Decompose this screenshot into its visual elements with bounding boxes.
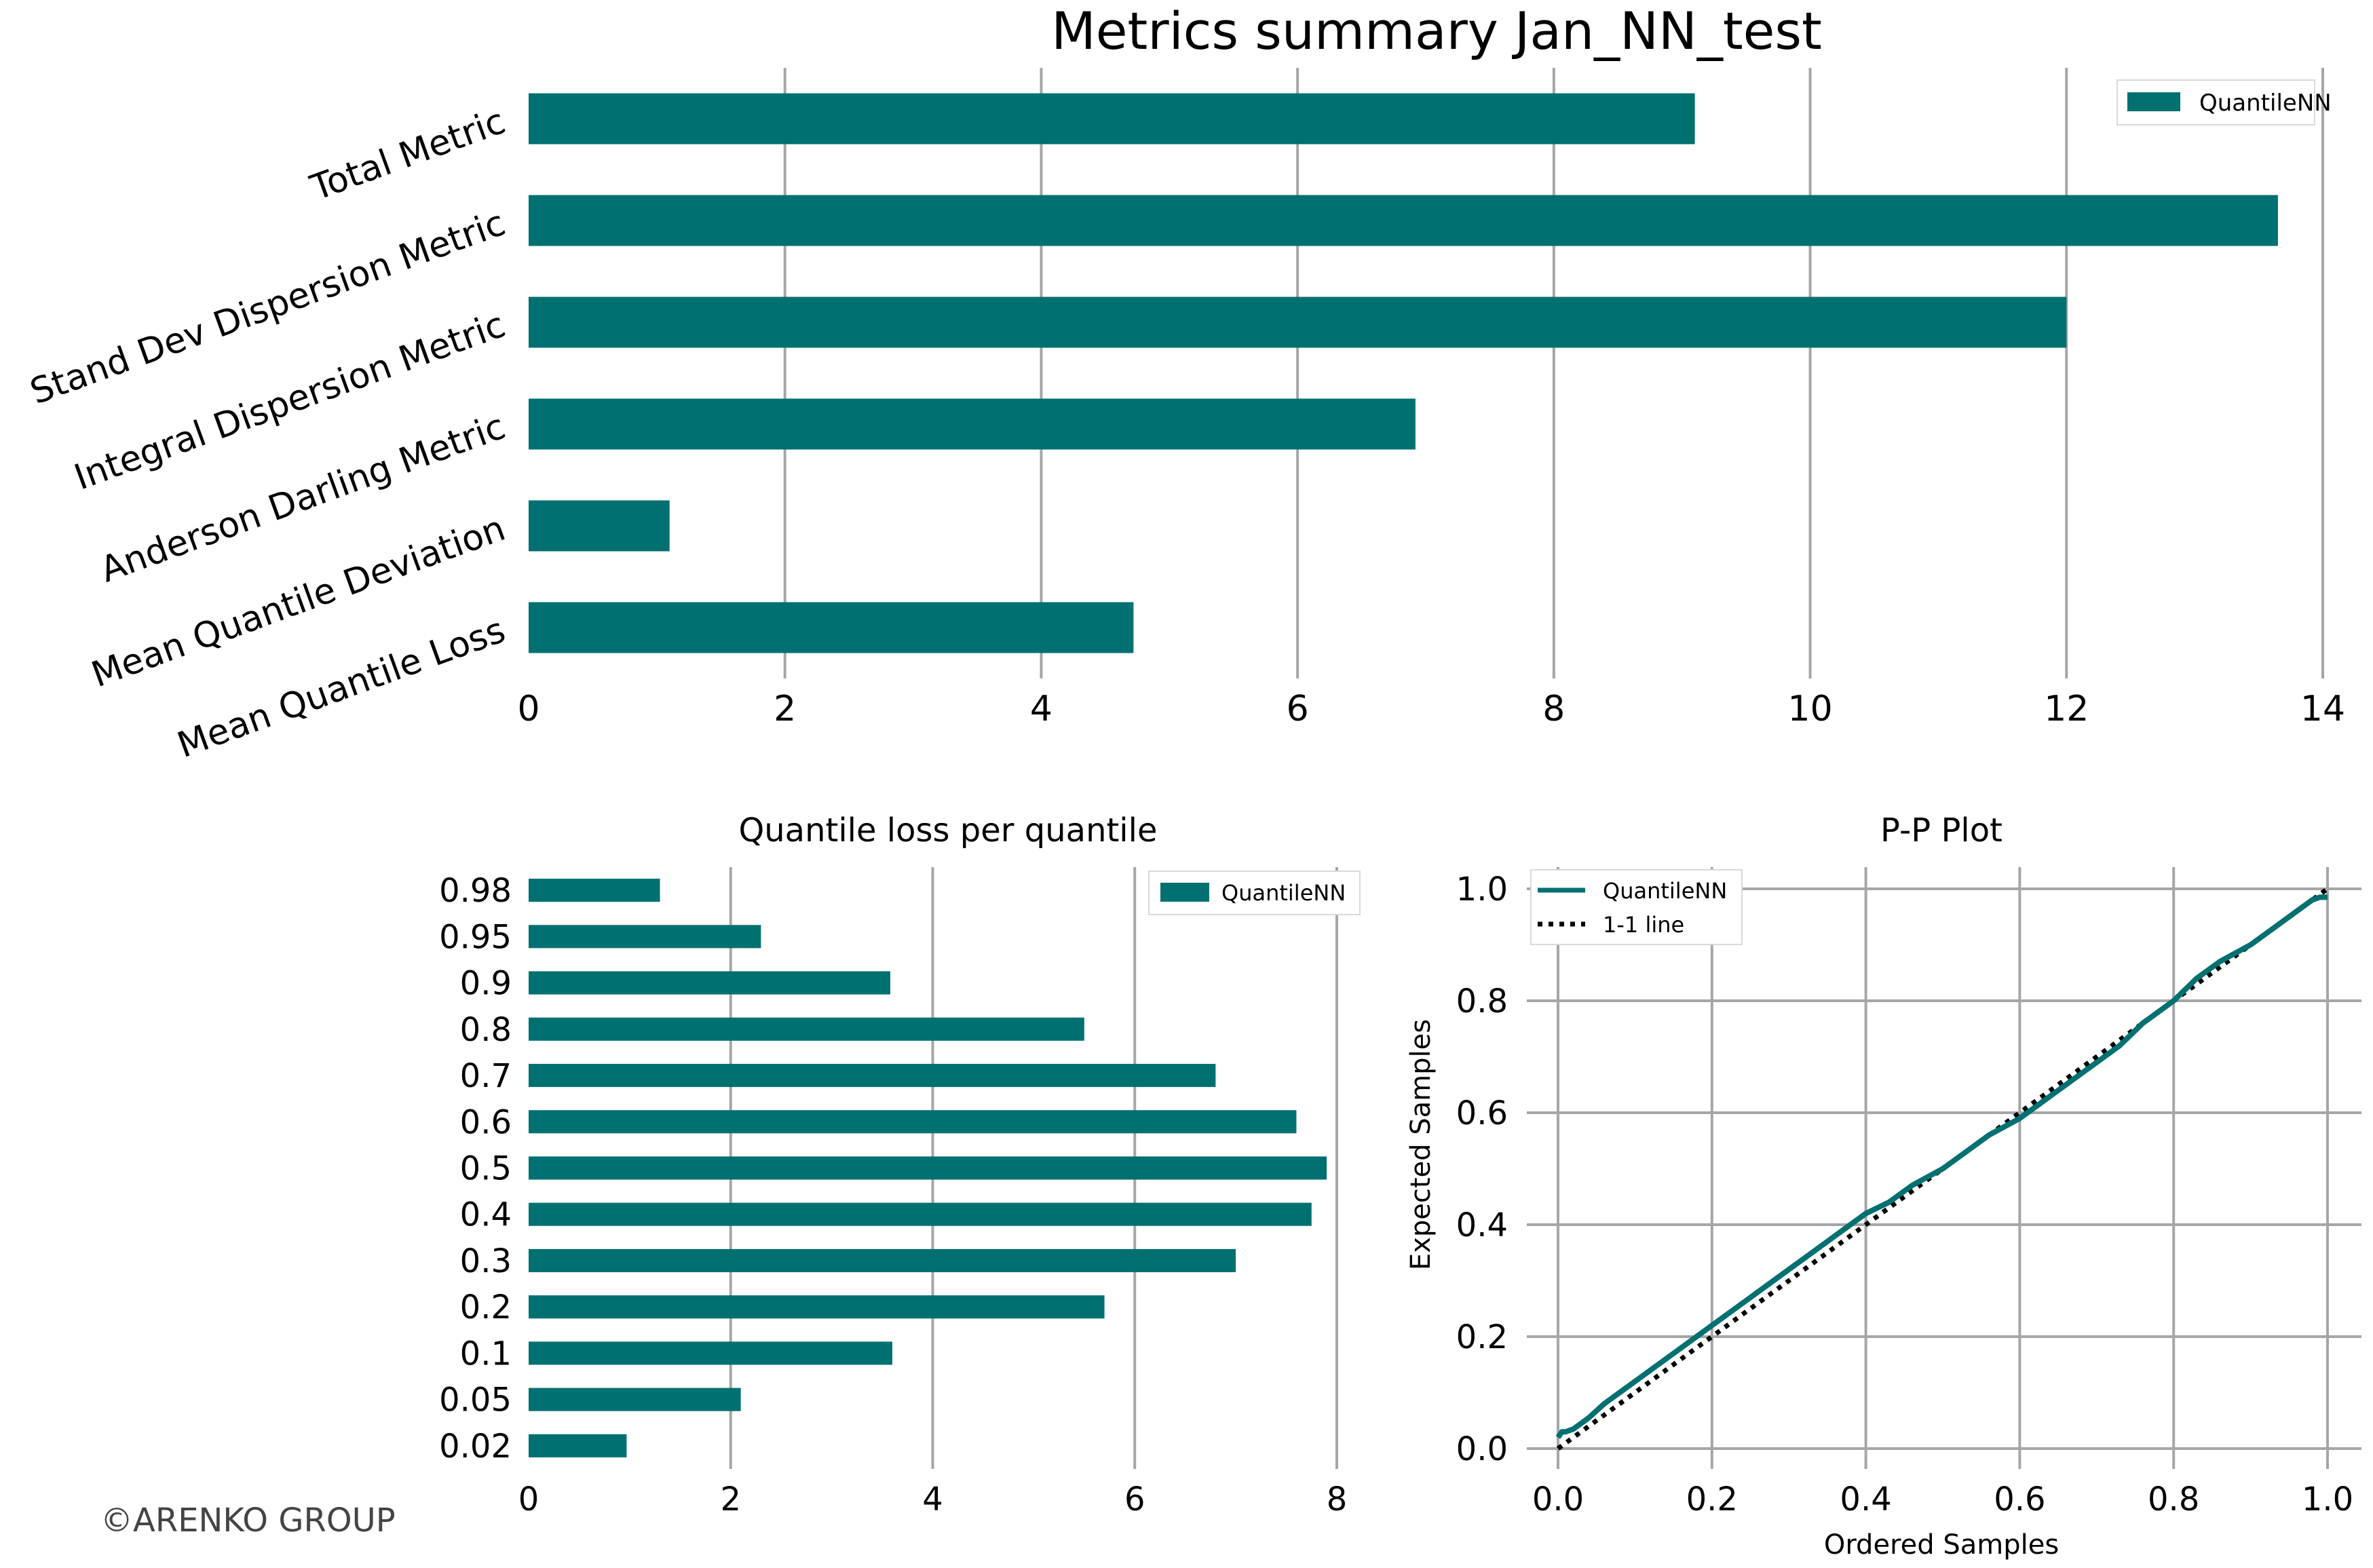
quantile-loss-legend-label: QuantileNN xyxy=(1221,880,1346,906)
quantile-loss-y-tick-label: 0.6 xyxy=(460,1103,512,1141)
metrics-summary-x-tick-label: 8 xyxy=(1542,689,1565,729)
metrics-summary-chart: Metrics summary Jan_NN_test 0 2 4 6 8 10 12 14 … xyxy=(25,1,2345,766)
quantile-loss-legend: QuantileNN xyxy=(1148,871,1361,915)
pp-plot-y-tick-label: 0.0 xyxy=(1456,1430,1508,1468)
quantile-loss-legend-swatch xyxy=(1160,883,1209,902)
metrics-summary-x-tick-label: 14 xyxy=(2300,689,2345,729)
metrics-summary-legend-swatch xyxy=(2127,92,2180,111)
pp-plot-y-tick-label: 0.4 xyxy=(1456,1206,1508,1244)
quantile-loss-bar xyxy=(529,1295,1105,1319)
pp-plot-chart: P-P Plot 0.0 0.2 0.4 0.6 0.8 1.0 0.0 0.2 0.4 0.6… xyxy=(1405,811,2361,1561)
metrics-summary-x-tick-label: 2 xyxy=(774,689,796,729)
metrics-summary-title: Metrics summary Jan_NN_test xyxy=(1051,1,1822,61)
quantile-loss-bar xyxy=(529,879,660,902)
quantile-loss-y-tick-label: 0.2 xyxy=(460,1288,512,1326)
metrics-summary-x-tick-label: 10 xyxy=(1787,689,1832,729)
quantile-loss-bars xyxy=(529,879,1327,1457)
quantile-loss-x-tick-label: 2 xyxy=(720,1480,741,1518)
pp-plot-x-tick-label: 0.6 xyxy=(1994,1480,2045,1518)
metrics-summary-x-tick-label: 6 xyxy=(1287,689,1309,729)
pp-plot-x-tick-label: 0.8 xyxy=(2148,1480,2199,1518)
quantile-loss-y-tick-label: 0.8 xyxy=(460,1011,512,1049)
metrics-summary-grid xyxy=(783,68,2324,678)
metrics-summary-bar xyxy=(529,602,1134,653)
pp-plot-one-to-one-line xyxy=(1556,887,2330,1451)
quantile-loss-y-tick-label: 0.95 xyxy=(439,918,512,956)
quantile-loss-y-tick-label: 0.3 xyxy=(460,1242,512,1280)
quantile-loss-y-tick-label: 0.05 xyxy=(439,1381,512,1419)
pp-plot-y-label: Expected Samples xyxy=(1405,1019,1437,1270)
metrics-summary-bar xyxy=(529,297,2067,348)
pp-plot-x-tick-label: 1.0 xyxy=(2302,1480,2353,1518)
metrics-summary-x-tick-label: 4 xyxy=(1030,689,1052,729)
metrics-summary-y-tick-label: Stand Dev Dispersion Metric xyxy=(25,203,510,413)
quantile-loss-x-tick-label: 6 xyxy=(1124,1480,1145,1518)
quantile-loss-y-tick-label: 0.7 xyxy=(460,1057,512,1095)
pp-plot-x-tick-label: 0.0 xyxy=(1532,1480,1584,1518)
pp-plot-legend-label-one-to-one: 1-1 line xyxy=(1603,912,1684,938)
quantile-loss-bar xyxy=(529,1156,1327,1180)
quantile-loss-bar xyxy=(529,1434,627,1457)
pp-plot-x-tick-label: 0.2 xyxy=(1686,1480,1738,1518)
quantile-loss-bar xyxy=(529,1202,1312,1226)
quantile-loss-y-tick-label: 0.5 xyxy=(460,1150,512,1188)
quantile-loss-y-ticks: 0.98 0.95 0.9 0.8 0.7 0.6 0.5 0.4 0.3 0.2 0.1 0.05 0… xyxy=(439,872,512,1466)
metrics-summary-legend: QuantileNN xyxy=(2116,79,2332,126)
metrics-summary-legend-label: QuantileNN xyxy=(2199,90,2332,117)
quantile-loss-x-tick-label: 0 xyxy=(518,1480,539,1518)
quantile-loss-y-tick-label: 0.02 xyxy=(439,1428,512,1466)
quantile-loss-bar xyxy=(529,1017,1084,1041)
quantile-loss-bar xyxy=(529,1388,741,1411)
pp-plot-grid xyxy=(1527,867,2361,1469)
pp-plot-x-tick-label: 0.4 xyxy=(1840,1480,1891,1518)
metrics-summary-y-tick-label: Total Metric xyxy=(305,101,510,209)
pp-plot-quantilenn-line xyxy=(1555,894,2328,1439)
metrics-summary-bars xyxy=(529,93,2278,653)
metrics-summary-x-tick-label: 0 xyxy=(517,689,539,729)
quantile-loss-legend-box xyxy=(1148,871,1361,915)
metrics-summary-bar xyxy=(529,398,1416,450)
quantile-loss-x-tick-label: 4 xyxy=(922,1480,943,1518)
quantile-loss-bar xyxy=(529,1341,892,1365)
pp-plot-x-ticks: 0.0 0.2 0.4 0.6 0.8 1.0 xyxy=(1532,1480,2353,1518)
metrics-summary-x-ticks: 0 2 4 6 8 10 12 14 xyxy=(517,689,2345,729)
pp-plot-title: P-P Plot xyxy=(1880,811,2002,849)
quantile-loss-bar xyxy=(529,1248,1236,1273)
quantile-loss-x-tick-label: 8 xyxy=(1327,1480,1348,1518)
quantile-loss-bar xyxy=(529,1110,1297,1134)
metrics-summary-x-tick-label: 12 xyxy=(2044,689,2089,729)
pp-plot-y-ticks: 0.0 0.2 0.4 0.6 0.8 1.0 xyxy=(1456,871,1508,1468)
metrics-summary-bar xyxy=(529,500,670,552)
quantile-loss-title: Quantile loss per quantile xyxy=(738,811,1157,849)
pp-plot-legend: QuantileNN 1-1 line xyxy=(1530,869,1743,945)
pp-plot-y-tick-label: 1.0 xyxy=(1456,871,1508,909)
pp-plot-lines xyxy=(1555,887,2330,1451)
quantile-loss-y-tick-label: 0.1 xyxy=(460,1335,512,1373)
pp-plot-y-tick-label: 0.2 xyxy=(1456,1318,1508,1356)
quantile-loss-bar xyxy=(529,1063,1216,1088)
pp-plot-x-label: Ordered Samples xyxy=(1824,1529,2059,1561)
metrics-summary-bar xyxy=(529,93,1695,145)
quantile-loss-y-tick-label: 0.9 xyxy=(460,965,512,1003)
copyright-text: ©ARENKO GROUP xyxy=(100,1502,396,1540)
pp-plot-y-tick-label: 0.6 xyxy=(1456,1094,1508,1132)
quantile-loss-bar xyxy=(529,971,890,995)
pp-plot-y-tick-label: 0.8 xyxy=(1456,982,1508,1020)
quantile-loss-y-tick-label: 0.4 xyxy=(460,1196,512,1234)
quantile-loss-x-ticks: 0 2 4 6 8 xyxy=(518,1480,1348,1518)
quantile-loss-bar xyxy=(529,925,761,949)
quantile-loss-y-tick-label: 0.98 xyxy=(439,872,512,910)
metrics-summary-bar xyxy=(529,195,2278,246)
pp-plot-legend-label-quantilenn: QuantileNN xyxy=(1603,878,1727,904)
pp-plot-legend-box xyxy=(1530,869,1743,945)
